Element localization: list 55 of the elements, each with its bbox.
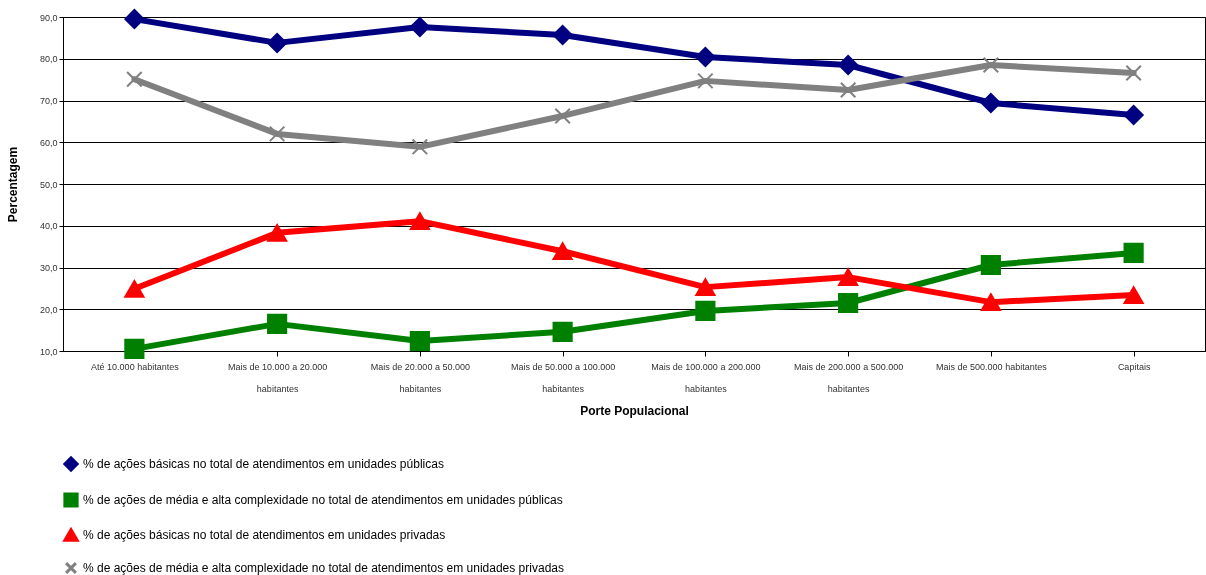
point	[695, 300, 716, 321]
point	[552, 321, 573, 342]
point	[126, 70, 143, 88]
point	[1123, 286, 1144, 304]
point	[124, 279, 145, 298]
legend-label: % de ações de média e alta complexidade no total de atendimentos em unidades privadas	[83, 561, 564, 575]
category-label: Mais de 200.000 a 500.000 habitantes	[794, 361, 904, 394]
point	[838, 54, 859, 76]
point	[697, 72, 714, 90]
point	[267, 313, 288, 334]
category-label: Mais de 20.000 a 50.000 habitantes	[370, 361, 470, 394]
point	[409, 212, 430, 231]
y-tick-label: 10,0	[39, 346, 58, 357]
point	[1125, 64, 1142, 82]
point	[980, 254, 1001, 276]
x-tick-label: Até 10.000 habitantes	[91, 361, 180, 372]
point	[980, 293, 1001, 312]
x-tick-label: Mais de 500.000 habitantes	[936, 361, 1048, 372]
point	[268, 125, 286, 143]
point	[552, 242, 573, 261]
category-label: Mais de 50.000 a 100.000 habitantes	[511, 361, 616, 394]
point	[411, 138, 429, 156]
y-tick-label: 50,0	[39, 179, 58, 190]
y-axis-title: Percentagem	[5, 146, 20, 223]
point	[839, 81, 857, 99]
point	[267, 32, 288, 53]
category-label: Mais de 100.000 a 200.000 habitantes	[651, 361, 761, 394]
y-tick-label: 90,0	[39, 12, 58, 23]
category-label: Mais de 10.000 a 20.000 habitantes	[228, 361, 328, 394]
y-tick-label: 40,0	[39, 221, 58, 232]
point	[982, 56, 1000, 74]
x-tick-label: Capitais	[1117, 361, 1151, 372]
legend-label: % de ações de média e alta complexidade no total de atendimentos em unidades públicas	[83, 493, 563, 507]
point	[980, 92, 1001, 114]
point	[124, 338, 145, 359]
legend-label: % de ações básicas no total de atendimentos em unidades públicas	[83, 457, 444, 471]
x-axis-title: Porte Populacional	[580, 403, 689, 418]
point	[695, 47, 716, 68]
point	[1123, 242, 1144, 263]
point	[409, 16, 430, 38]
point	[409, 330, 430, 352]
y-tick-label: 80,0	[39, 54, 58, 65]
point	[838, 292, 859, 314]
point	[1123, 105, 1144, 126]
y-tick-label: 60,0	[39, 137, 58, 148]
legend-label: % de ações básicas no total de atendimentos em unidades privadas	[83, 528, 446, 542]
y-tick-label: 20,0	[39, 304, 58, 315]
point	[124, 9, 145, 30]
y-tick-label: 30,0	[39, 263, 58, 273]
point	[267, 223, 288, 242]
point	[552, 24, 573, 46]
y-tick-label: 70,0	[39, 96, 58, 106]
point	[554, 107, 571, 125]
point	[695, 278, 716, 296]
point	[838, 268, 859, 286]
